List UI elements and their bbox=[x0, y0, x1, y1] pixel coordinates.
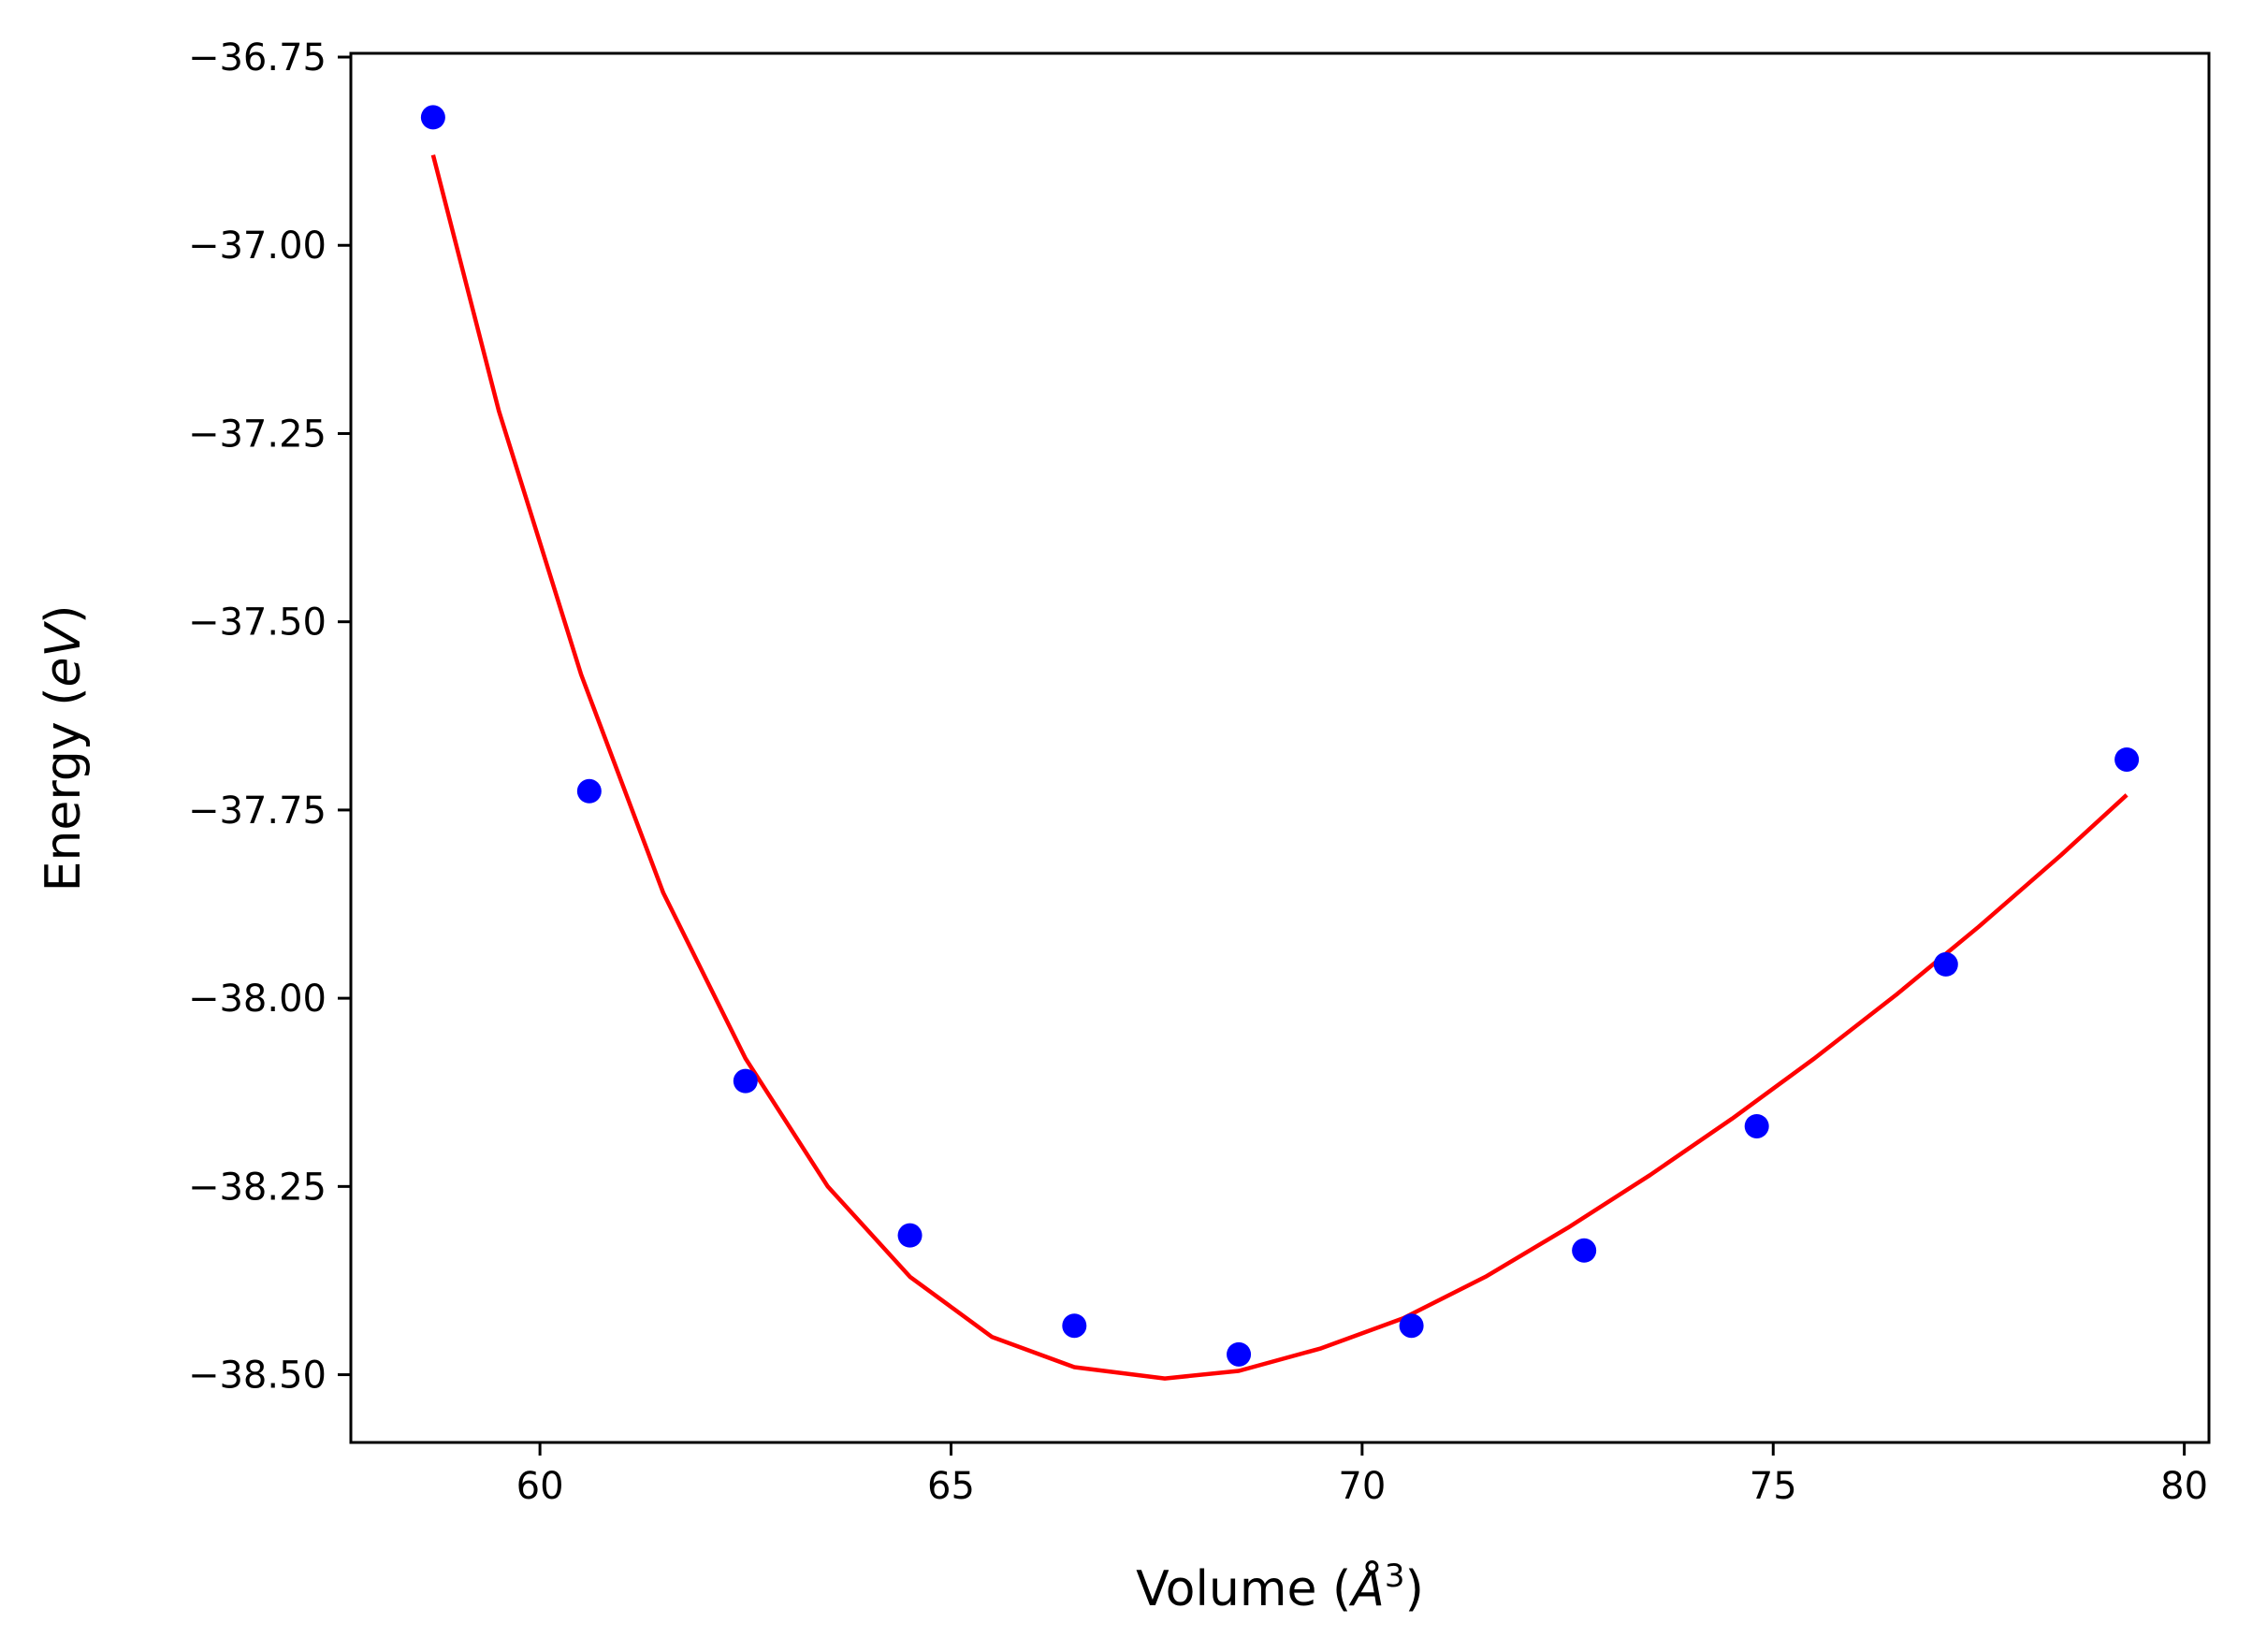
data-point bbox=[1399, 1313, 1424, 1339]
y-tick-label: −38.00 bbox=[188, 978, 327, 1021]
data-point bbox=[733, 1068, 758, 1094]
data-point bbox=[897, 1223, 923, 1248]
data-point bbox=[2114, 746, 2140, 772]
data-point bbox=[1572, 1238, 1597, 1263]
y-tick-label: −37.75 bbox=[188, 790, 327, 833]
y-tick-label: −37.25 bbox=[188, 413, 327, 456]
data-point bbox=[1062, 1313, 1087, 1339]
y-tick-label: −37.00 bbox=[188, 225, 327, 268]
x-axis-ticks: 60 65 70 75 80 bbox=[516, 1442, 2208, 1508]
data-point bbox=[1933, 951, 1958, 977]
y-axis-label: Energy (eV) bbox=[36, 605, 92, 892]
x-tick-label: 60 bbox=[516, 1465, 564, 1508]
plot-frame bbox=[349, 51, 2211, 1444]
data-point bbox=[1227, 1341, 1252, 1367]
data-point bbox=[576, 778, 602, 804]
y-tick-label: −38.25 bbox=[188, 1166, 327, 1209]
fit-curve-layer bbox=[430, 154, 2129, 1381]
x-tick-label: 65 bbox=[927, 1465, 975, 1508]
data-point bbox=[420, 105, 445, 130]
x-tick-label: 70 bbox=[1338, 1465, 1386, 1508]
x-tick-label: 80 bbox=[2160, 1465, 2208, 1508]
y-tick-label: −38.50 bbox=[188, 1355, 327, 1398]
y-axis-ticks: −36.75 −37.00 −37.25 −37.50 −37.75 −38.00 −38.… bbox=[188, 36, 351, 1398]
x-axis-label: Volume (Å3) bbox=[1136, 1558, 1424, 1617]
x-tick-label: 75 bbox=[1750, 1465, 1797, 1508]
y-tick-label: −36.75 bbox=[188, 36, 327, 80]
data-point bbox=[1744, 1113, 1769, 1138]
y-tick-label: −37.50 bbox=[188, 601, 327, 645]
fit-curve-line bbox=[430, 154, 2129, 1381]
data-points-layer bbox=[420, 105, 2140, 1367]
